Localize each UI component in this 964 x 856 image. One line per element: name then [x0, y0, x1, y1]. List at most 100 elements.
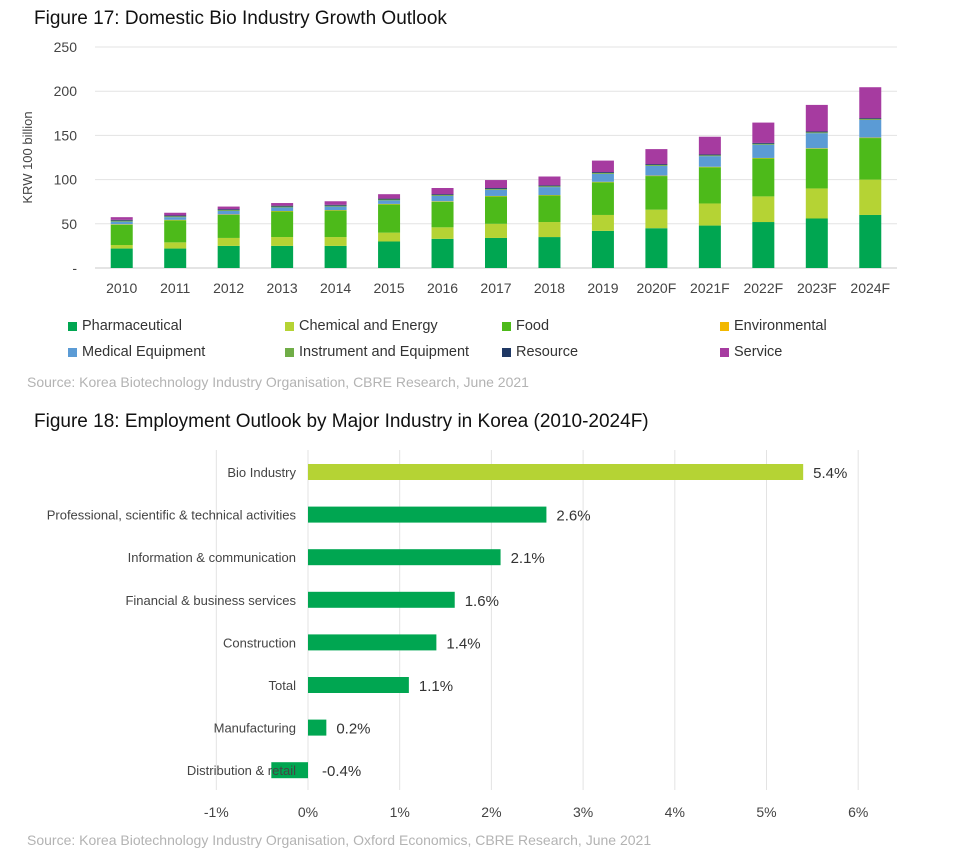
bar-segment — [110, 221, 133, 225]
x-tick-label: 2014 — [320, 280, 351, 296]
x-tick-label: 2015 — [373, 280, 404, 296]
bar-segment — [591, 182, 614, 215]
category-label: Distribution & retail — [187, 763, 296, 778]
y-tick-label: 50 — [61, 216, 77, 232]
bar-segment — [271, 203, 294, 206]
legend-item: Instrument and Equipment — [285, 344, 469, 360]
bar-segment — [110, 224, 133, 246]
category-label: Information & communication — [128, 550, 296, 565]
bar-segment — [110, 220, 133, 222]
figure-17-title: Figure 17: Domestic Bio Industry Growth … — [34, 8, 447, 29]
bar-segment — [271, 245, 294, 268]
bar — [308, 506, 547, 523]
x-tick-label: -1% — [204, 804, 229, 820]
bar-segment — [645, 228, 668, 268]
bar-segment — [538, 222, 561, 238]
bar-segment — [324, 210, 347, 238]
category-label: Total — [269, 678, 297, 693]
bar-segment — [431, 227, 454, 239]
bar-segment — [324, 205, 347, 207]
bar-segment — [431, 201, 454, 228]
bar-segment — [805, 131, 828, 133]
bar-segment — [538, 187, 561, 196]
figure-18-title: Figure 18: Employment Outlook by Major I… — [34, 411, 649, 432]
legend-swatch — [68, 321, 77, 331]
bar-segment — [164, 212, 187, 216]
x-tick-label: 2024F — [850, 280, 890, 296]
bar-segment — [698, 225, 721, 268]
legend-swatch — [720, 347, 729, 357]
bar-segment — [859, 119, 882, 120]
bar-segment — [378, 199, 401, 201]
bar-segment — [110, 219, 133, 221]
data-label: 0.2% — [336, 721, 370, 738]
bar — [271, 762, 308, 779]
bar-segment — [859, 119, 882, 138]
bar-segment — [805, 132, 828, 134]
x-tick-label: 4% — [665, 804, 685, 820]
bar-segment — [217, 210, 240, 211]
bar-segment — [110, 248, 133, 268]
bar-segment — [431, 195, 454, 196]
y-tick-label: 250 — [54, 39, 78, 55]
x-tick-label: 5% — [756, 804, 776, 820]
bar-segment — [164, 217, 187, 220]
legend-label: Instrument and Equipment — [299, 344, 470, 360]
bar-segment — [538, 195, 561, 223]
bar-segment — [645, 149, 668, 165]
bar-segment — [591, 173, 614, 182]
bar-segment — [698, 167, 721, 204]
legend-item: Chemical and Energy — [285, 318, 438, 334]
legend-label: Pharmaceutical — [82, 318, 182, 334]
bar-segment — [698, 156, 721, 167]
bar-segment — [164, 215, 187, 217]
bar-segment — [485, 223, 507, 238]
data-label: 1.1% — [419, 678, 453, 695]
bar-segment — [805, 133, 828, 149]
bar-segment — [378, 232, 401, 242]
bar-segment — [271, 211, 294, 238]
bar-segment — [378, 194, 401, 199]
x-tick-label: 2% — [481, 804, 501, 820]
x-tick-label: 0% — [298, 804, 318, 820]
x-tick-label: 2013 — [267, 280, 298, 296]
bar-segment — [431, 238, 454, 268]
bar-segment — [645, 165, 668, 166]
bar-segment — [645, 176, 668, 210]
bar-segment — [324, 237, 347, 246]
bar-segment — [378, 241, 401, 268]
data-label: 2.1% — [511, 550, 545, 567]
x-tick-label: 3% — [573, 804, 593, 820]
bar-segment — [859, 87, 882, 119]
bar-segment — [378, 200, 401, 204]
bar-segment — [591, 214, 614, 231]
bar-segment — [645, 164, 668, 166]
bar-segment — [431, 194, 454, 196]
bar-segment — [752, 196, 775, 223]
legend-swatch — [502, 321, 511, 331]
bar-segment — [805, 218, 828, 268]
bar-segment — [538, 237, 561, 268]
x-tick-label: 2023F — [797, 280, 837, 296]
data-label: -0.4% — [322, 763, 361, 780]
data-label: 2.6% — [556, 508, 590, 525]
bar-segment — [324, 206, 347, 211]
legend-label: Environmental — [734, 318, 827, 334]
bar-segment — [485, 196, 507, 224]
bar-segment — [591, 230, 614, 268]
bar-segment — [645, 165, 668, 176]
bar-segment — [271, 205, 294, 207]
x-tick-label: 2011 — [160, 280, 190, 296]
bar-segment — [698, 154, 721, 156]
legend-label: Food — [516, 318, 550, 334]
bar-segment — [698, 136, 721, 155]
bar — [308, 549, 501, 566]
bar-segment — [217, 210, 240, 215]
legend-swatch — [68, 347, 77, 357]
bar-segment — [164, 216, 187, 218]
x-tick-label: 2017 — [480, 280, 511, 296]
bar-segment — [485, 189, 507, 196]
bar — [308, 591, 455, 608]
bar-segment — [752, 142, 775, 144]
bar-segment — [645, 209, 668, 229]
